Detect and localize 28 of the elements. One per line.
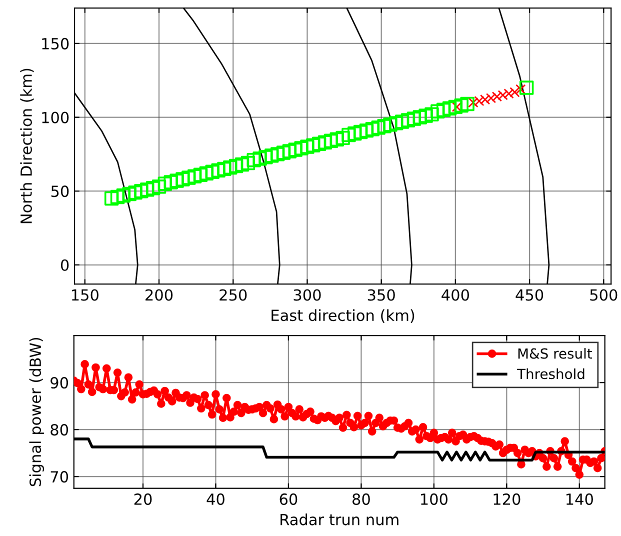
x-tick-label: 80 xyxy=(352,493,370,505)
y-tick-label: 90 xyxy=(50,377,68,389)
x-axis-title: East direction (km) xyxy=(272,309,414,323)
legend-label: M&S result xyxy=(518,348,592,359)
x-tick-label: 60 xyxy=(280,493,298,505)
x-tick-label: 450 xyxy=(516,289,544,301)
y-tick-label: 50 xyxy=(51,186,69,198)
x-tick-label: 250 xyxy=(220,289,247,301)
x-tick-label: 400 xyxy=(442,289,469,301)
x-axis-title: Radar trun num xyxy=(280,514,398,526)
x-tick-label: 40 xyxy=(206,493,224,505)
x-tick-label: 140 xyxy=(566,493,593,505)
y-tick-label: 0 xyxy=(60,259,69,271)
x-tick-label: 200 xyxy=(146,289,173,301)
legend-label: Threshold xyxy=(516,368,584,380)
x-tick-label: 20 xyxy=(134,493,152,505)
x-tick-label: 300 xyxy=(294,289,321,301)
x-tick-label: 500 xyxy=(590,289,618,301)
y-tick-label: 150 xyxy=(42,38,69,50)
x-tick-label: 120 xyxy=(494,493,520,505)
y-axis-title: Signal power (dBW) xyxy=(29,338,44,486)
x-tick-label: 350 xyxy=(368,289,395,301)
y-tick-label: 70 xyxy=(50,471,68,483)
y-tick-label: 80 xyxy=(50,424,68,436)
x-tick-label: 150 xyxy=(72,289,98,301)
y-tick-label: 100 xyxy=(42,112,69,124)
x-tick-label: 100 xyxy=(421,493,448,505)
y-axis-title: North Direction (km) xyxy=(20,68,34,224)
